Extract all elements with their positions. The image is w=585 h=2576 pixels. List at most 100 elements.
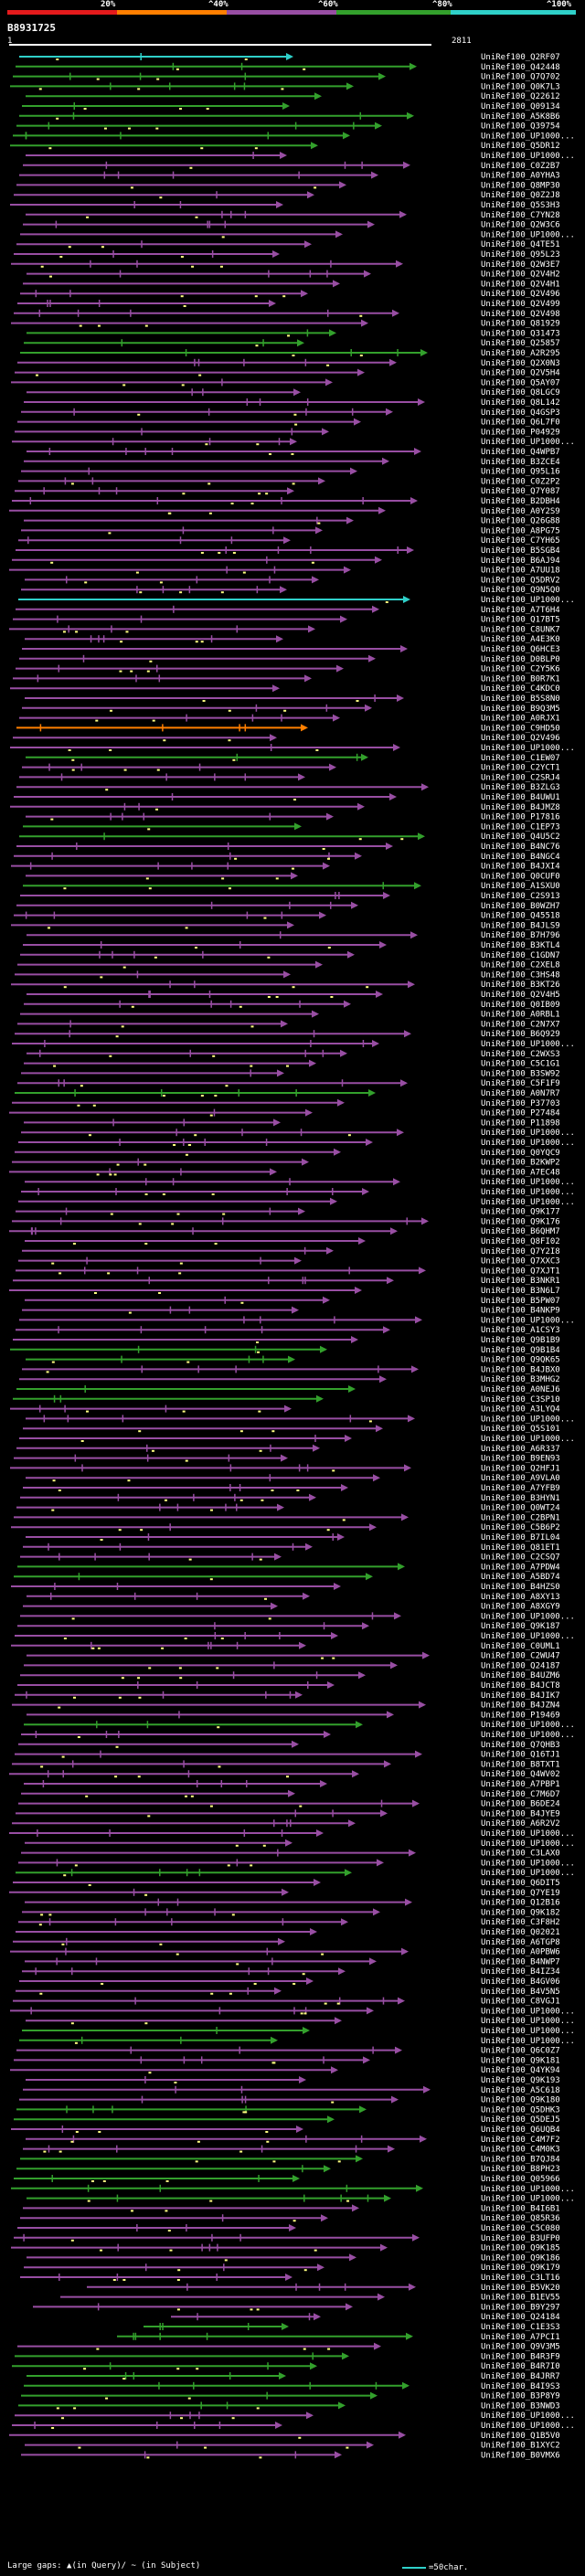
hit-label[interactable]: UniRef100_Q0Z2J8 [481, 191, 560, 200]
hit-label[interactable]: UniRef100_Q45518 [481, 912, 560, 921]
hit-label[interactable]: UniRef100_C2WU47 [481, 1652, 560, 1661]
hit-label[interactable]: UniRef100_A8XGY9 [481, 1603, 560, 1612]
hit-label[interactable]: UniRef100_Q9N5Q0 [481, 586, 560, 595]
hit-label[interactable]: UniRef100_Q0YQC9 [481, 1149, 560, 1158]
hit-label[interactable]: UniRef100_C1GDN7 [481, 951, 560, 960]
hit-label[interactable]: UniRef100_Q4YK94 [481, 2066, 560, 2075]
hit-label[interactable]: UniRef100_Q2X0N3 [481, 359, 560, 368]
hit-label[interactable]: UniRef100_C0Z2P2 [481, 477, 560, 486]
hit-label[interactable]: UniRef100_C2Y5K6 [481, 665, 560, 674]
hit-label[interactable]: UniRef100_B4IZ34 [481, 1967, 560, 1977]
hit-label[interactable]: UniRef100_UP1000... [481, 1721, 575, 1730]
hit-label[interactable]: UniRef100_B5VK20 [481, 2284, 560, 2293]
hit-label[interactable]: UniRef100_B2DBH4 [481, 497, 560, 506]
hit-label[interactable]: UniRef100_B0VMX6 [481, 2451, 560, 2460]
hit-label[interactable]: UniRef100_A7PDW4 [481, 1563, 560, 1572]
hit-label[interactable]: UniRef100_Q0K7L3 [481, 82, 560, 91]
hit-label[interactable]: UniRef100_B8PH23 [481, 2165, 560, 2174]
hit-label[interactable]: UniRef100_B8TXT1 [481, 1760, 560, 1769]
hit-label[interactable]: UniRef100_Q5DRV2 [481, 576, 560, 585]
hit-label[interactable]: UniRef100_A6R337 [481, 1445, 560, 1454]
hit-label[interactable]: UniRef100_Q81ET1 [481, 1543, 560, 1553]
hit-label[interactable]: UniRef100_C2YCT1 [481, 764, 560, 773]
hit-label[interactable]: UniRef100_Q2RF07 [481, 53, 560, 62]
hit-label[interactable]: UniRef100_Q9K179 [481, 2263, 560, 2273]
hit-label[interactable]: UniRef100_UP1000... [481, 1829, 575, 1839]
hit-label[interactable]: UniRef100_UP1000... [481, 1129, 575, 1138]
hit-label[interactable]: UniRef100_UP1000... [481, 596, 575, 605]
hit-label[interactable]: UniRef100_B4UZM6 [481, 1671, 560, 1680]
hit-label[interactable]: UniRef100_Q7YE19 [481, 1889, 560, 1898]
hit-label[interactable]: UniRef100_Q2W3E7 [481, 260, 560, 270]
hit-label[interactable]: UniRef100_A8XY13 [481, 1593, 560, 1602]
hit-label[interactable]: UniRef100_C0UML1 [481, 1642, 560, 1651]
hit-label[interactable]: UniRef100_Q1B5V0 [481, 2432, 560, 2441]
hit-label[interactable]: UniRef100_Q24184 [481, 2313, 560, 2322]
hit-label[interactable]: UniRef100_UP1000... [481, 1188, 575, 1197]
hit-label[interactable]: UniRef100_Q16TJ1 [481, 1751, 560, 1760]
hit-label[interactable]: UniRef100_B0R7K1 [481, 674, 560, 684]
hit-label[interactable]: UniRef100_A1SXU0 [481, 882, 560, 891]
hit-label[interactable]: UniRef100_Q05966 [481, 2175, 560, 2184]
hit-label[interactable]: UniRef100_B4R3F9 [481, 2352, 560, 2361]
hit-label[interactable]: UniRef100_P19469 [481, 1711, 560, 1720]
hit-label[interactable]: UniRef100_A8PG75 [481, 526, 560, 535]
hit-label[interactable]: UniRef100_UP1000... [481, 2185, 575, 2194]
hit-label[interactable]: UniRef100_Q9K181 [481, 2056, 560, 2065]
hit-label[interactable]: UniRef100_Q12B16 [481, 1899, 560, 1908]
hit-label[interactable]: UniRef100_B5S8N0 [481, 694, 560, 704]
hit-label[interactable]: UniRef100_Q85R36 [481, 2214, 560, 2223]
hit-label[interactable]: UniRef100_B4JRR7 [481, 2372, 560, 2381]
hit-label[interactable]: UniRef100_B7H796 [481, 931, 560, 940]
hit-label[interactable]: UniRef100_C4M7F2 [481, 2136, 560, 2145]
hit-label[interactable]: UniRef100_A0NEJ6 [481, 1385, 560, 1394]
hit-label[interactable]: UniRef100_A9VLA0 [481, 1474, 560, 1483]
hit-label[interactable]: UniRef100_B9Y297 [481, 2303, 560, 2312]
hit-label[interactable]: UniRef100_Q31473 [481, 329, 560, 338]
hit-label[interactable]: UniRef100_UP1000... [481, 2017, 575, 2026]
hit-label[interactable]: UniRef100_B4I9S3 [481, 2382, 560, 2391]
hit-label[interactable]: UniRef100_Q81929 [481, 320, 560, 329]
hit-label[interactable]: UniRef100_Q2V5H4 [481, 369, 560, 378]
hit-label[interactable]: UniRef100_Q6DIT5 [481, 1879, 560, 1888]
hit-label[interactable]: UniRef100_P37703 [481, 1099, 560, 1108]
hit-label[interactable]: UniRef100_C2XEL8 [481, 961, 560, 970]
hit-label[interactable]: UniRef100_UP1000... [481, 1198, 575, 1207]
hit-label[interactable]: UniRef100_Q2V496 [481, 290, 560, 299]
hit-label[interactable]: UniRef100_A7PBP1 [481, 1780, 560, 1789]
hit-label[interactable]: UniRef100_C5C080 [481, 2224, 560, 2233]
hit-label[interactable]: UniRef100_Q9K180 [481, 2096, 560, 2105]
hit-label[interactable]: UniRef100_Q24187 [481, 1661, 560, 1670]
hit-label[interactable]: UniRef100_Q09134 [481, 102, 560, 111]
hit-label[interactable]: UniRef100_UP1000... [481, 132, 575, 141]
hit-label[interactable]: UniRef100_B4JXI4 [481, 863, 560, 872]
hit-label[interactable]: UniRef100_A7PCI1 [481, 2333, 560, 2342]
hit-label[interactable]: UniRef100_B4GV06 [481, 1977, 560, 1987]
hit-label[interactable]: UniRef100_B7IL04 [481, 1533, 560, 1542]
hit-label[interactable]: UniRef100_C3SP10 [481, 1395, 560, 1405]
hit-label[interactable]: UniRef100_B7QJ84 [481, 2155, 560, 2164]
hit-label[interactable]: UniRef100_Q9K185 [481, 2244, 560, 2253]
hit-label[interactable]: UniRef100_UP1000... [481, 1040, 575, 1049]
hit-label[interactable]: UniRef100_UP1000... [481, 1415, 575, 1424]
hit-label[interactable]: UniRef100_C2S913 [481, 892, 560, 901]
hit-label[interactable]: UniRef100_B4I6B1 [481, 2204, 560, 2213]
hit-label[interactable]: UniRef100_UP1000... [481, 230, 575, 239]
hit-label[interactable]: UniRef100_B3KT26 [481, 981, 560, 990]
hit-label[interactable]: UniRef100_UP1000... [481, 2412, 575, 2421]
hit-label[interactable]: UniRef100_B3NWD3 [481, 2401, 560, 2411]
hit-label[interactable]: UniRef100_UP1000... [481, 2422, 575, 2431]
hit-label[interactable]: UniRef100_D0BLP0 [481, 655, 560, 664]
hit-label[interactable]: UniRef100_B6QHM7 [481, 1227, 560, 1236]
hit-label[interactable]: UniRef100_UP1000... [481, 1178, 575, 1187]
hit-label[interactable]: UniRef100_UP1000... [481, 1839, 575, 1849]
hit-label[interactable]: UniRef100_UP1000... [481, 744, 575, 753]
hit-label[interactable]: UniRef100_B6DE24 [481, 1800, 560, 1809]
hit-label[interactable]: UniRef100_UP1000... [481, 1632, 575, 1641]
hit-label[interactable]: UniRef100_A6R2V2 [481, 1819, 560, 1829]
hit-label[interactable]: UniRef100_Q7XXC3 [481, 1257, 560, 1267]
hit-label[interactable]: UniRef100_B3N6L7 [481, 1287, 560, 1296]
hit-label[interactable]: UniRef100_B0WZH7 [481, 902, 560, 911]
hit-label[interactable]: UniRef100_A0PBW6 [481, 1948, 560, 1957]
hit-label[interactable]: UniRef100_A1CSY3 [481, 1326, 560, 1335]
